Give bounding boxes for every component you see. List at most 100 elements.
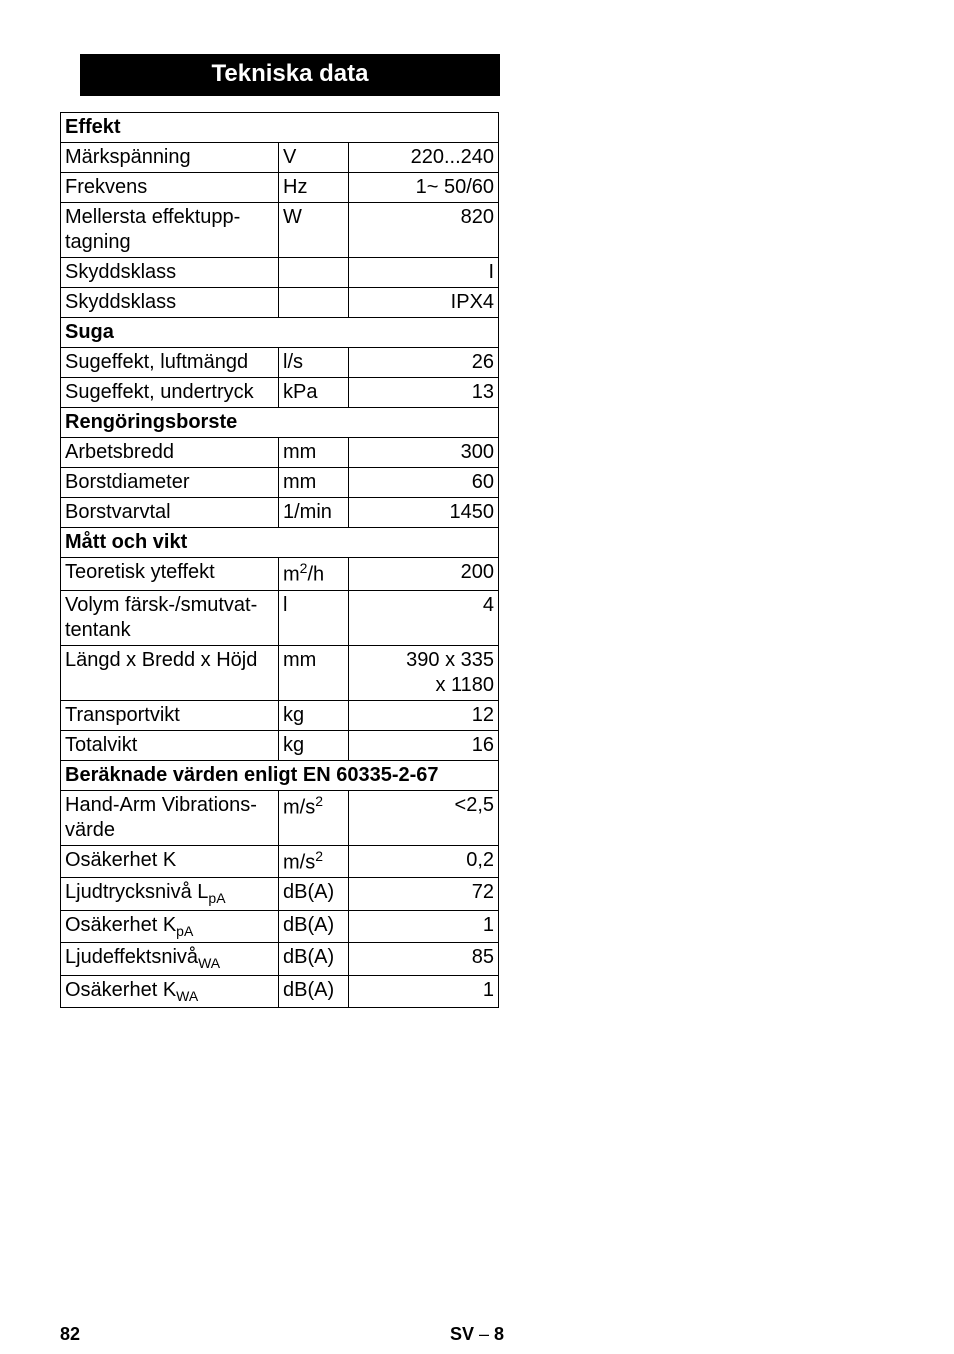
- spec-label: Arbetsbredd: [61, 438, 279, 468]
- spec-label: Frekvens: [61, 173, 279, 203]
- footer-seq: 8: [494, 1324, 504, 1344]
- spec-label: Sugeffekt, undertryck: [61, 378, 279, 408]
- spec-table: EffektMärkspänningV220...240FrekvensHz1~…: [60, 112, 499, 1008]
- spec-label: Skyddsklass: [61, 288, 279, 318]
- spec-value: 60: [349, 468, 499, 498]
- spec-value: 1: [349, 975, 499, 1008]
- spec-unit: dB(A): [279, 878, 349, 911]
- spec-value: <2,5: [349, 790, 499, 845]
- spec-value: I: [349, 258, 499, 288]
- section-header: Beräknade värden enligt EN 60335-2-67: [61, 760, 499, 790]
- spec-value: 1~ 50/60: [349, 173, 499, 203]
- spec-value: IPX4: [349, 288, 499, 318]
- spec-value: 12: [349, 700, 499, 730]
- spec-unit: V: [279, 143, 349, 173]
- spec-unit: mm: [279, 468, 349, 498]
- table-row: Arbetsbreddmm300: [61, 438, 499, 468]
- spec-unit: l: [279, 590, 349, 645]
- spec-unit: kg: [279, 700, 349, 730]
- table-row: Beräknade värden enligt EN 60335-2-67: [61, 760, 499, 790]
- spec-label: Osäkerhet K: [61, 845, 279, 878]
- footer-locale: SV – 8: [60, 1324, 894, 1345]
- table-row: FrekvensHz1~ 50/60: [61, 173, 499, 203]
- spec-unit: Hz: [279, 173, 349, 203]
- footer-dash: –: [479, 1324, 494, 1344]
- table-row: Volym färsk-/smutvat­tentankl4: [61, 590, 499, 645]
- table-row: LjudeffektsnivåWAdB(A)85: [61, 943, 499, 976]
- table-row: Hand-Arm Vibrations­värdem/s2<2,5: [61, 790, 499, 845]
- table-row: Totalviktkg16: [61, 730, 499, 760]
- spec-label: Transportvikt: [61, 700, 279, 730]
- spec-unit: m/s2: [279, 845, 349, 878]
- spec-value: 4: [349, 590, 499, 645]
- table-row: Borstvarvtal1/min1450: [61, 498, 499, 528]
- table-row: Suga: [61, 318, 499, 348]
- spec-unit: mm: [279, 645, 349, 700]
- section-header: Effekt: [61, 113, 499, 143]
- spec-value: 200: [349, 558, 499, 591]
- spec-unit: l/s: [279, 348, 349, 378]
- table-row: Borstdiametermm60: [61, 468, 499, 498]
- spec-label: LjudeffektsnivåWA: [61, 943, 279, 976]
- section-header: Suga: [61, 318, 499, 348]
- spec-value: 1: [349, 910, 499, 943]
- spec-label: Borstdiameter: [61, 468, 279, 498]
- table-row: Osäkerhet KpAdB(A)1: [61, 910, 499, 943]
- spec-value: 72: [349, 878, 499, 911]
- spec-unit: kg: [279, 730, 349, 760]
- spec-label: Ljudtrycksnivå LpA: [61, 878, 279, 911]
- spec-value: 26: [349, 348, 499, 378]
- spec-label: Borstvarvtal: [61, 498, 279, 528]
- spec-unit: [279, 258, 349, 288]
- spec-value: 1450: [349, 498, 499, 528]
- spec-label: Osäkerhet KpA: [61, 910, 279, 943]
- table-row: Teoretisk yteffektm2/h200: [61, 558, 499, 591]
- spec-unit: W: [279, 203, 349, 258]
- spec-unit: mm: [279, 438, 349, 468]
- spec-unit: m/s2: [279, 790, 349, 845]
- spec-label: Mellersta effektupp­tagning: [61, 203, 279, 258]
- table-row: Osäkerhet Km/s20,2: [61, 845, 499, 878]
- spec-label: Volym färsk-/smutvat­tentank: [61, 590, 279, 645]
- spec-unit: dB(A): [279, 910, 349, 943]
- section-title: Tekniska data: [80, 54, 500, 96]
- table-row: Sugeffekt, luftmängdl/s26: [61, 348, 499, 378]
- spec-unit: kPa: [279, 378, 349, 408]
- table-row: Skyddsklass IPX4: [61, 288, 499, 318]
- spec-label: Hand-Arm Vibrations­värde: [61, 790, 279, 845]
- table-row: Osäkerhet KWAdB(A)1: [61, 975, 499, 1008]
- table-row: Effekt: [61, 113, 499, 143]
- spec-label: Teoretisk yteffekt: [61, 558, 279, 591]
- spec-value: 390 x 335x 1180: [349, 645, 499, 700]
- spec-label: Skyddsklass: [61, 258, 279, 288]
- table-row: Rengöringsborste: [61, 408, 499, 438]
- spec-value: 13: [349, 378, 499, 408]
- spec-unit: dB(A): [279, 975, 349, 1008]
- spec-unit: m2/h: [279, 558, 349, 591]
- spec-value: 300: [349, 438, 499, 468]
- table-row: Mått och vikt: [61, 528, 499, 558]
- table-row: Transportviktkg12: [61, 700, 499, 730]
- spec-table-body: EffektMärkspänningV220...240FrekvensHz1~…: [61, 113, 499, 1008]
- section-header: Rengöringsborste: [61, 408, 499, 438]
- spec-value: 820: [349, 203, 499, 258]
- table-row: Sugeffekt, undertryckkPa13: [61, 378, 499, 408]
- page: Tekniska data EffektMärkspänningV220...2…: [0, 0, 954, 1354]
- table-row: MärkspänningV220...240: [61, 143, 499, 173]
- footer-locale-code: SV: [450, 1324, 474, 1344]
- table-row: Skyddsklass I: [61, 258, 499, 288]
- table-row: Mellersta effektupp­tagningW820: [61, 203, 499, 258]
- spec-value: 220...240: [349, 143, 499, 173]
- spec-value: 85: [349, 943, 499, 976]
- spec-value: 0,2: [349, 845, 499, 878]
- spec-label: Längd x Bredd x Höjd: [61, 645, 279, 700]
- spec-unit: 1/min: [279, 498, 349, 528]
- table-row: Längd x Bredd x Höjdmm390 x 335x 1180: [61, 645, 499, 700]
- spec-label: Märkspänning: [61, 143, 279, 173]
- spec-unit: dB(A): [279, 943, 349, 976]
- spec-value: 16: [349, 730, 499, 760]
- spec-unit: [279, 288, 349, 318]
- spec-label: Totalvikt: [61, 730, 279, 760]
- table-row: Ljudtrycksnivå LpAdB(A)72: [61, 878, 499, 911]
- spec-label: Osäkerhet KWA: [61, 975, 279, 1008]
